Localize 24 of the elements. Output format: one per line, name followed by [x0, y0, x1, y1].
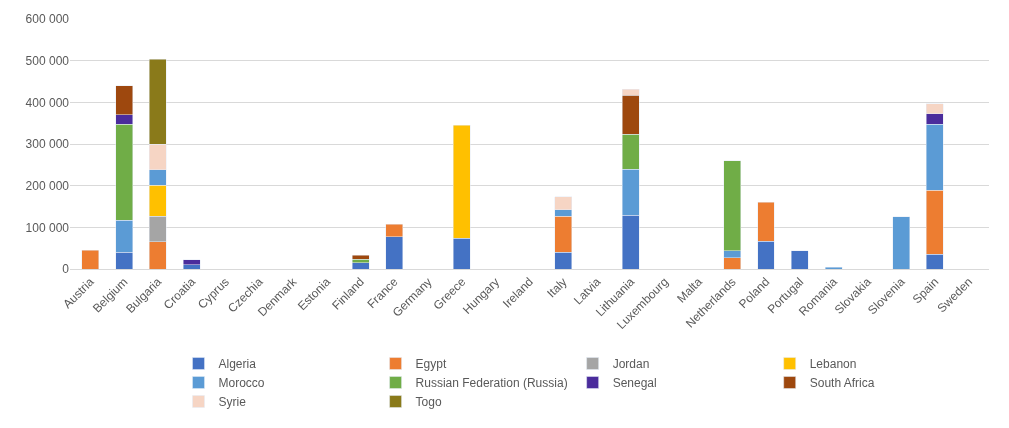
y-tick-label: 600 000 [25, 12, 70, 27]
y-tick-label: 400 000 [25, 95, 70, 110]
y-tick-label: 100 000 [25, 220, 70, 235]
legend-label: Jordan [612, 357, 650, 372]
bar [351, 262, 370, 269]
bar [81, 250, 99, 269]
bar [892, 216, 910, 269]
legend-label: Syrie [218, 395, 247, 410]
legend-label: Egypt [415, 357, 447, 372]
y-tick-label: 200 000 [25, 178, 70, 193]
y-tick-label: 0 [62, 262, 70, 277]
legend-label: Togo [415, 395, 442, 410]
bar [182, 259, 201, 266]
legend-label: South Africa [809, 376, 875, 391]
legend-label: Senegal [612, 376, 657, 391]
bar [351, 255, 370, 260]
y-tick-label: 300 000 [25, 137, 70, 152]
legend-label: Lebanon [809, 357, 857, 372]
y-tick-label: 500 000 [25, 53, 70, 68]
bar [791, 250, 809, 269]
legend-label: Algeria [218, 357, 257, 372]
legend-label: Russian Federation (Russia) [415, 376, 568, 391]
x-tick-label: Italy [544, 274, 570, 301]
legend-label: Morocco [218, 376, 265, 391]
